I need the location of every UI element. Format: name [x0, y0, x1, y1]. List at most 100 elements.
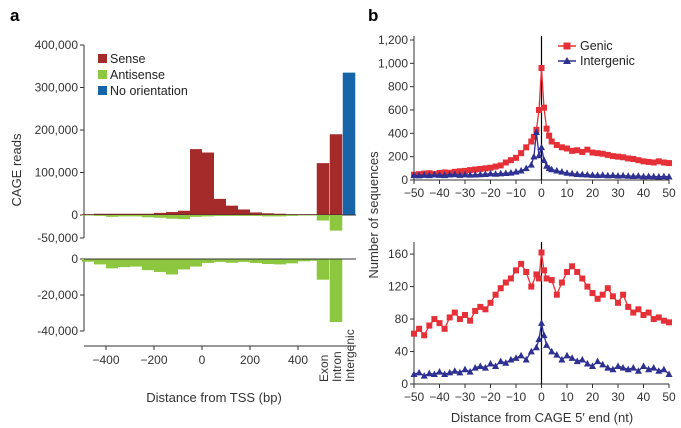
- bar-antisense: [118, 259, 130, 268]
- point-genic: [543, 125, 550, 132]
- point-genic: [615, 153, 621, 160]
- point-genic: [541, 104, 548, 111]
- bar-antisense: [154, 215, 166, 218]
- point-genic: [615, 299, 621, 306]
- y-tick-label: 800: [388, 80, 408, 94]
- point-genic: [548, 138, 555, 145]
- bar-antisense: [226, 259, 238, 263]
- point-intergenic: [512, 354, 520, 361]
- point-intergenic: [599, 171, 607, 178]
- point-intergenic: [614, 172, 622, 179]
- point-intergenic: [589, 362, 596, 369]
- point-genic: [541, 267, 548, 274]
- point-intergenic: [563, 351, 571, 359]
- x-tick-label: −400: [92, 353, 119, 367]
- bar-antisense: [214, 215, 226, 216]
- point-intergenic: [629, 363, 637, 371]
- panel-b-legend: Genic Intergenic: [558, 39, 635, 68]
- bar-antisense: [154, 259, 166, 272]
- point-intergenic: [456, 368, 464, 376]
- x-tick-label: −10: [506, 186, 527, 200]
- point-genic: [467, 167, 474, 174]
- point-intergenic: [476, 170, 484, 178]
- point-intergenic: [604, 171, 612, 179]
- point-genic: [487, 164, 494, 171]
- panel-b-top-plot: 0 200 400 600 800 1,000 1,200 −50 −40 −30 −20 −10 0 1…: [378, 33, 676, 200]
- point-intergenic: [481, 363, 489, 371]
- point-genic: [625, 155, 632, 162]
- point-genic: [553, 291, 560, 298]
- point-genic: [482, 306, 489, 313]
- point-intergenic: [492, 362, 500, 369]
- bar-antisense: [94, 215, 106, 216]
- y-tick-label: 40: [395, 345, 409, 359]
- x-tick-label: −30: [455, 390, 476, 404]
- bar-antisense: [82, 259, 94, 262]
- point-intergenic: [583, 170, 591, 178]
- bar-sense: [238, 209, 250, 215]
- point-genic: [502, 279, 509, 286]
- point-genic: [507, 275, 514, 282]
- point-intergenic: [420, 171, 428, 178]
- point-genic: [528, 138, 535, 145]
- point-genic: [599, 150, 606, 157]
- y-tick-label: 200,000: [35, 123, 79, 137]
- x-tick-label: −20: [480, 390, 501, 404]
- point-genic: [564, 145, 570, 152]
- y-tick-label: 200: [388, 150, 408, 164]
- point-intergenic: [548, 165, 556, 173]
- point-intergenic: [517, 351, 525, 359]
- x-tick-label: −40: [429, 390, 450, 404]
- point-genic: [497, 162, 504, 169]
- point-genic: [574, 268, 581, 275]
- point-intergenic: [609, 171, 617, 179]
- point-intergenic: [573, 170, 581, 177]
- point-genic: [620, 291, 627, 298]
- x-tick-label: −40: [429, 186, 450, 200]
- x-tick-label: 30: [611, 390, 625, 404]
- bar-sense: [94, 213, 106, 215]
- bar-antisense: [94, 259, 106, 265]
- point-intergenic: [522, 164, 530, 172]
- bar-sense: [142, 213, 154, 215]
- point-genic: [538, 65, 545, 71]
- point-intergenic: [430, 170, 438, 178]
- point-intergenic: [604, 363, 612, 371]
- bar-sense: [166, 212, 178, 215]
- point-intergenic: [645, 172, 653, 180]
- legend-marker-genic: [563, 42, 571, 50]
- point-intergenic: [441, 171, 449, 179]
- point-intergenic: [665, 370, 673, 378]
- bar-exon-antisense: [316, 215, 330, 221]
- bar-antisense: [142, 215, 154, 218]
- x-tick-label: 0: [538, 390, 545, 404]
- x-tick-label: 20: [586, 390, 600, 404]
- legend-marker-intergenic: [563, 57, 571, 64]
- bar-antisense: [214, 259, 226, 262]
- panel-a-x-axis: −400 −200 0 200 400: [84, 345, 356, 367]
- bar-antisense: [286, 259, 298, 264]
- point-genic: [530, 133, 537, 140]
- point-genic: [467, 317, 474, 324]
- bar-antisense: [202, 259, 214, 263]
- y-tick-label: 0: [71, 252, 78, 266]
- x-tick-label: −50: [404, 390, 425, 404]
- panel-a-label: a: [10, 6, 20, 25]
- point-genic: [477, 165, 484, 172]
- point-genic: [446, 314, 453, 321]
- panel-a-legend: Sense Antisense No orientation: [98, 52, 188, 98]
- panel-a-top-negative-plot: -50,000: [37, 215, 343, 245]
- y-tick-label: 100,000: [35, 166, 79, 180]
- bar-antisense: [178, 259, 190, 270]
- bar-antisense: [118, 215, 130, 217]
- point-intergenic: [466, 368, 474, 375]
- point-intergenic: [466, 171, 474, 178]
- point-genic: [594, 150, 601, 157]
- bar-sense: [202, 152, 214, 215]
- bar-sense: [250, 212, 262, 215]
- panel-b-x-axis-label: Distance from CAGE 5′ end (nt): [451, 410, 633, 425]
- point-intergenic: [619, 363, 627, 371]
- point-intergenic: [558, 168, 566, 175]
- point-genic: [411, 330, 417, 337]
- point-intergenic: [568, 354, 576, 361]
